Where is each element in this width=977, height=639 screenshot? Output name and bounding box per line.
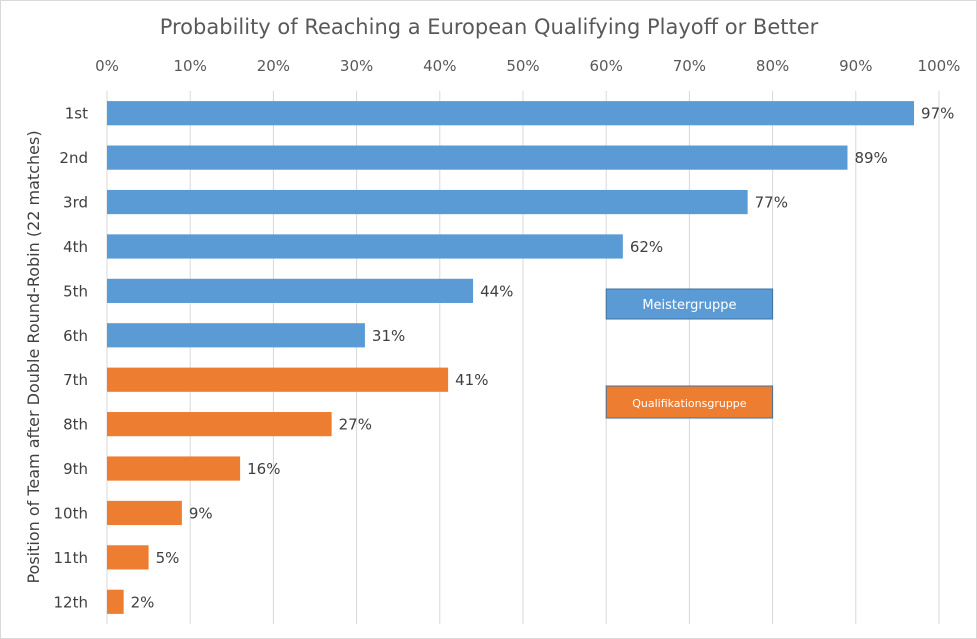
data-label: 5% xyxy=(156,549,180,567)
bar xyxy=(107,500,182,526)
category-label: 5th xyxy=(63,282,88,300)
bar xyxy=(107,456,241,481)
category-label: 10th xyxy=(54,504,88,522)
bar xyxy=(107,412,332,437)
data-label: 2% xyxy=(131,593,155,611)
x-tick-label: 80% xyxy=(756,57,789,75)
data-label: 41% xyxy=(455,371,488,389)
x-tick-label: 60% xyxy=(590,57,623,75)
legend-label: Qualifikationsgruppe xyxy=(632,397,747,410)
x-tick-label: 70% xyxy=(673,57,706,75)
y-axis-label: Position of Team after Double Round-Robi… xyxy=(24,130,43,583)
data-label: 44% xyxy=(480,282,513,300)
data-label: 77% xyxy=(755,194,788,212)
category-label: 2nd xyxy=(59,149,88,167)
bar xyxy=(107,145,848,170)
data-label: 97% xyxy=(921,105,954,123)
category-label: 8th xyxy=(63,416,88,434)
category-label: 6th xyxy=(63,327,88,345)
data-label: 89% xyxy=(854,149,887,167)
x-tick-label: 100% xyxy=(918,57,961,75)
gridlines xyxy=(106,91,940,624)
bar xyxy=(107,589,124,614)
category-label: 4th xyxy=(63,238,88,256)
legend: Meistergruppe Qualifikationsgruppe xyxy=(605,288,774,419)
x-tick-label: 90% xyxy=(839,57,872,75)
category-labels: 1st 2nd 3rd 4th 5th 6th 7th 8th 9th 10th 11th 12th xyxy=(54,105,89,612)
x-tick-label: 50% xyxy=(506,57,539,75)
legend-swatch xyxy=(605,288,774,320)
category-label: 7th xyxy=(63,371,88,389)
x-tick-label: 0% xyxy=(95,57,119,75)
bar xyxy=(107,367,449,392)
data-label: 31% xyxy=(372,327,405,345)
x-tick-label: 30% xyxy=(340,57,373,75)
bar xyxy=(107,101,915,126)
data-label: 27% xyxy=(339,416,372,434)
x-tick-label: 40% xyxy=(423,57,456,75)
bar xyxy=(107,189,748,215)
data-label: 16% xyxy=(247,460,280,478)
x-tick-label: 20% xyxy=(257,57,290,75)
x-tick-label: 10% xyxy=(174,57,207,75)
category-label: 1st xyxy=(65,105,88,123)
bar xyxy=(107,323,365,348)
bars xyxy=(107,101,915,614)
data-label: 62% xyxy=(630,238,663,256)
bar xyxy=(107,278,474,303)
x-axis-ticks: 0% 10% 20% 30% 40% 50% 60% 70% 80% 90% 100% xyxy=(95,57,960,75)
legend-label: Meistergruppe xyxy=(642,298,736,313)
category-label: 12th xyxy=(54,593,88,611)
category-label: 3rd xyxy=(63,194,88,212)
data-labels: 97% 89% 77% 62% 44% 31% 41% 27% 16% 9% 5% 2% xyxy=(131,105,955,612)
category-label: 11th xyxy=(54,549,88,567)
category-label: 9th xyxy=(63,460,88,478)
bar xyxy=(107,545,149,570)
data-label: 9% xyxy=(189,504,213,522)
legend-swatch xyxy=(605,385,774,419)
chart-title: Probability of Reaching a European Quali… xyxy=(160,15,819,39)
bar xyxy=(107,234,623,259)
